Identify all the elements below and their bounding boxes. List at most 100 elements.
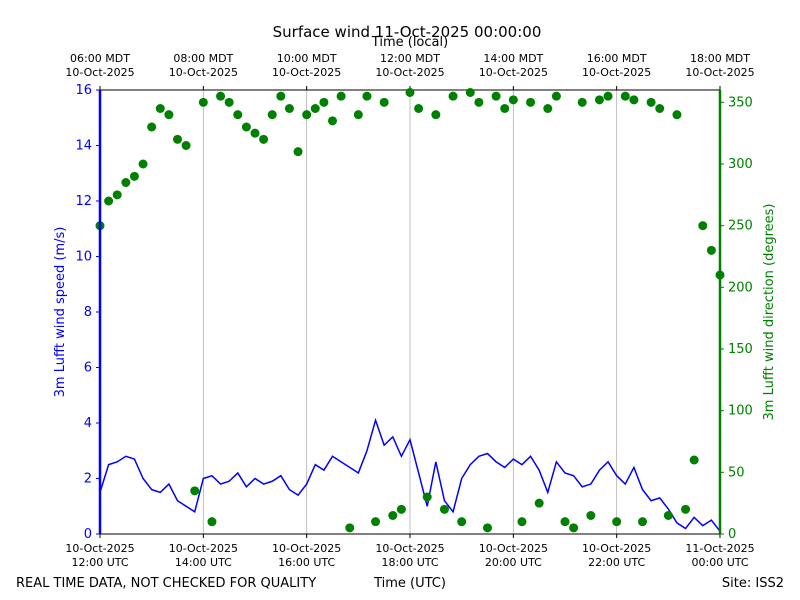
wind-direction-point [104,196,114,206]
wind-direction-point [328,116,337,126]
y-tick-label: 0 [84,527,92,542]
wind-direction-point [302,110,312,120]
wind-direction-point [173,134,182,144]
wind-direction-point [612,517,622,527]
wind-direction-point [259,134,269,144]
wind-direction-point [500,104,510,113]
wind-direction-point [198,97,208,107]
wind-direction-point [129,171,139,181]
wind-direction-point [362,91,372,101]
site-label: Site: ISS2 [721,576,784,591]
footnote: REAL TIME DATA, NOT CHECKED FOR QUALITY [16,576,317,591]
x-tick-label: 11-Oct-2025 00:00 UTC [685,542,755,569]
y-tick-label: 6 [84,361,92,376]
wind-direction-point [594,95,604,105]
wind-direction-point [414,104,424,113]
x-tick-label: 10-Oct-2025 20:00 UTC [478,542,548,569]
y2-tick-label: 100 [728,404,753,419]
y-tick-label: 16 [75,83,92,98]
wind-direction-point [310,104,320,113]
wind-direction-point [620,91,630,101]
x2-tick-label: 10:00 MDT 10-Oct-2025 [272,52,342,79]
wind-direction-point [483,523,492,533]
wind-direction-point [663,511,673,520]
wind-direction-point [551,91,561,101]
x2-tick-label: 08:00 MDT 10-Oct-2025 [168,52,238,79]
x-tick-label: 10-Oct-2025 12:00 UTC [65,542,135,569]
x-tick-label: 10-Oct-2025 14:00 UTC [168,542,238,569]
x-tick-label: 10-Oct-2025 18:00 UTC [375,542,445,569]
x2-tick-label: 18:00 MDT 10-Oct-2025 [685,52,755,79]
y-tick-label: 4 [84,416,92,431]
wind-direction-point [405,87,415,97]
wind-direction-point [439,504,449,514]
wind-direction-point [155,104,165,113]
wind-direction-point [250,128,260,138]
wind-direction-point [284,104,294,113]
wind-direction-point [586,511,596,520]
wind-direction-point [276,91,286,101]
x2-tick-label: 06:00 MDT 10-Oct-2025 [65,52,135,79]
y2-tick-label: 150 [728,342,753,357]
wind-direction-point [379,97,389,107]
wind-direction-point [629,95,639,105]
x-axis-label: Time (UTC) [374,576,446,591]
wind-direction-point [164,110,174,120]
wind-direction-point [577,97,587,107]
y2-tick-label: 0 [728,527,736,542]
wind-direction-point [371,517,381,527]
wind-direction-point [569,523,579,533]
wind-direction-point [336,91,346,101]
wind-direction-point [526,97,536,107]
x2-tick-label: 14:00 MDT 10-Oct-2025 [478,52,548,79]
wind-direction-point [138,159,148,169]
wind-direction-point [388,511,398,520]
wind-direction-point [465,87,475,97]
wind-direction-point [422,492,432,502]
wind-direction-point [121,178,131,187]
wind-direction-point [491,91,501,101]
wind-direction-point [267,110,277,120]
y2-tick-label: 250 [728,219,753,234]
wind-direction-point [698,221,708,231]
x-tick-label: 10-Oct-2025 22:00 UTC [582,542,652,569]
y-tick-label: 2 [84,472,92,487]
wind-direction-point [706,245,716,255]
wind-direction-point [216,91,226,101]
wind-speed-line [99,417,721,532]
wind-direction-point [474,97,484,107]
wind-direction-point [457,517,467,527]
wind-direction-point [241,122,251,132]
wind-direction-point [319,97,329,107]
wind-direction-point [646,97,656,107]
wind-direction-point [353,110,363,120]
wind-direction-point [207,517,217,527]
wind-direction-point [448,91,458,101]
wind-direction-point [534,498,544,508]
y2-tick-label: 350 [728,95,753,110]
y-tick-label: 10 [75,250,92,265]
x2-tick-label: 16:00 MDT 10-Oct-2025 [582,52,652,79]
wind-direction-point [655,104,665,113]
x-tick-label: 10-Oct-2025 16:00 UTC [272,542,342,569]
y-tick-label: 12 [75,194,92,209]
wind-direction-point [396,504,406,514]
wind-direction-point [190,486,200,496]
wind-direction-point [345,523,355,533]
wind-direction-point [293,147,303,157]
wind-direction-point [543,104,553,113]
chart-title: Surface wind 11-Oct-2025 00:00:00 [272,23,542,41]
wind-direction-point [681,504,691,514]
wind-direction-point [672,110,682,120]
wind-direction-point [233,110,243,120]
y-tick-label: 14 [75,139,92,154]
x2-axis-label: Time (local) [371,35,449,50]
y2-tick-label: 200 [728,280,753,295]
y-tick-label: 8 [84,305,92,320]
wind-direction-point [224,97,234,107]
wind-direction-point [508,95,518,105]
wind-direction-point [181,141,191,150]
wind-direction-point [560,517,570,527]
